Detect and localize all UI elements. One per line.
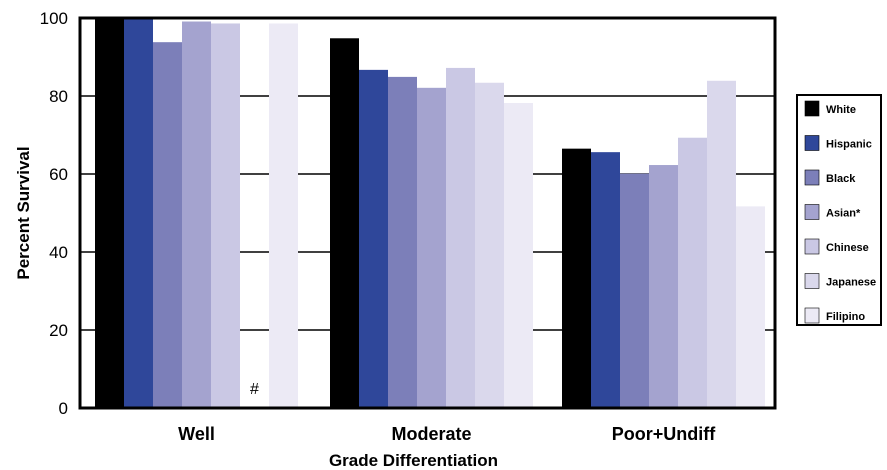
bar-poor-undiff-chinese [678,137,707,409]
bars-group [95,18,765,409]
bar-moderate-white [330,38,359,408]
y-tick-label: 100 [40,9,68,28]
bar-well-filipino [269,23,298,409]
bar-moderate-filipino [504,103,533,409]
legend: White Hispanic Black Asian* Chinese Japanese F… [796,94,882,326]
bar-poor-undiff-black [620,173,649,408]
x-axis-categories: Well Moderate Poor+Undiff [178,424,716,444]
x-axis-title: Grade Differentiation [329,451,498,470]
bar-moderate-japanese [475,82,504,409]
annotation-label: # [250,381,259,398]
legend-label: Filipino [826,311,865,323]
annotations: # [250,381,259,398]
bar-well-hispanic [124,18,153,408]
legend-swatch [804,307,820,324]
legend-label: Hispanic [826,139,872,151]
y-axis-ticks: 0 20 40 60 80 100 [40,9,68,418]
bar-moderate-asian [417,87,446,408]
y-tick-label: 20 [49,321,68,340]
legend-label: Black [826,173,856,185]
legend-label: Asian* [826,208,861,220]
x-category-label: Poor+Undiff [612,424,716,444]
bar-well-chinese [211,23,240,409]
bar-poor-undiff-asian [649,165,678,408]
x-category-label: Moderate [391,424,471,444]
y-tick-label: 0 [59,399,68,418]
plot-frame [78,16,777,410]
y-axis-title: Percent Survival [14,146,33,279]
legend-swatch [804,238,820,255]
bar-poor-undiff-japanese [707,80,736,408]
bar-poor-undiff-white [562,148,591,408]
legend-label: Japanese [826,277,876,289]
y-tick-label: 40 [49,243,68,262]
legend-label: Chinese [826,242,869,254]
legend-swatch [804,100,820,117]
bar-moderate-black [388,76,417,408]
bar-well-black [153,42,182,409]
legend-swatch [804,273,820,289]
y-tick-label: 60 [49,165,68,184]
x-category-label: Well [178,424,215,444]
bar-moderate-chinese [446,67,475,409]
bar-moderate-hispanic [359,69,388,409]
bar-well-asian [182,21,211,408]
bar-poor-undiff-filipino [736,206,765,408]
y-tick-label: 80 [49,87,68,106]
legend-swatch [804,135,820,151]
bar-poor-undiff-hispanic [591,152,620,408]
bar-well-white [95,18,124,408]
legend-label: White [826,104,856,116]
legend-swatch [804,204,820,220]
legend-swatch [804,169,820,186]
